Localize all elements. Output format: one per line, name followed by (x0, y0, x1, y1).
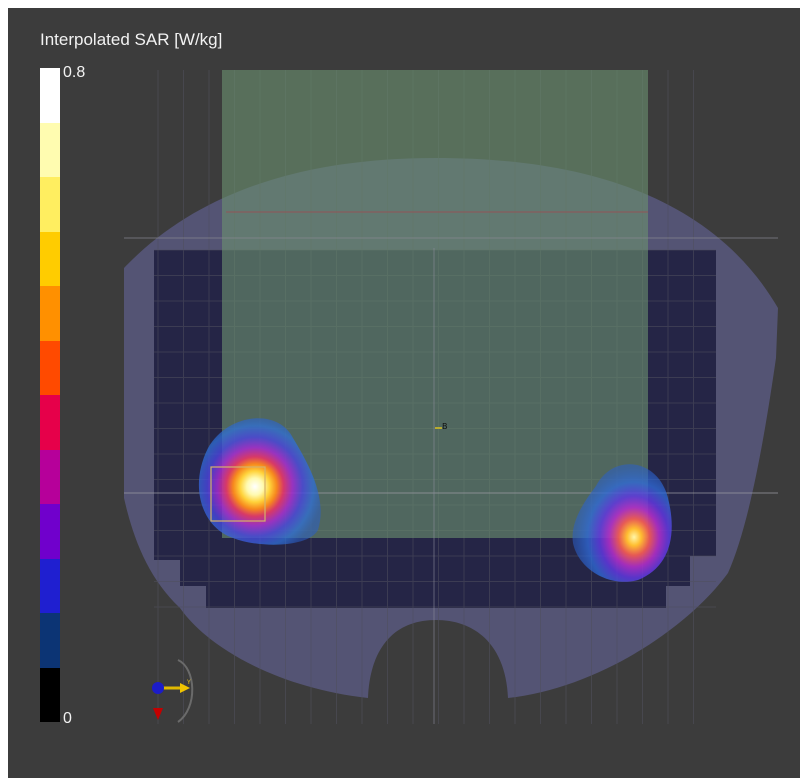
colorbar-segment-8 (40, 504, 60, 559)
gizmo-z-arrow (153, 708, 163, 720)
sar-colorbar (40, 68, 60, 722)
colorbar-segment-10 (40, 613, 60, 668)
legend-max-label: 0.8 (63, 64, 86, 81)
colorbar-segment-2 (40, 177, 60, 232)
sar-3d-scene[interactable] (8, 8, 800, 778)
colorbar-segment-5 (40, 340, 60, 395)
colorbar-segment-11 (40, 667, 60, 722)
colorbar-segment-3 (40, 231, 60, 286)
gizmo-x-axis (152, 682, 164, 694)
colorbar-segment-6 (40, 395, 60, 450)
center-marker-label: B (442, 422, 448, 431)
colorbar-segment-7 (40, 449, 60, 504)
sar-viewer-viewport[interactable]: Interpolated SAR [W/kg] 0.8 0 B Y (8, 8, 800, 778)
gizmo-rotation-arc (177, 659, 194, 723)
colorbar-segment-9 (40, 558, 60, 613)
gizmo-y-arrow (180, 683, 190, 693)
peak-sar-box[interactable] (210, 466, 266, 522)
legend-min-label: 0 (63, 710, 72, 727)
colorbar-segment-1 (40, 122, 60, 177)
colorbar-segment-0 (40, 68, 60, 123)
legend-title: Interpolated SAR [W/kg] (40, 30, 223, 49)
sar-hotspot-left (198, 418, 321, 545)
gizmo-axis-label: Y (187, 679, 191, 686)
colorbar-segment-4 (40, 286, 60, 341)
axis-gizmo[interactable] (152, 659, 194, 723)
sar-hotspot-right (572, 464, 672, 582)
